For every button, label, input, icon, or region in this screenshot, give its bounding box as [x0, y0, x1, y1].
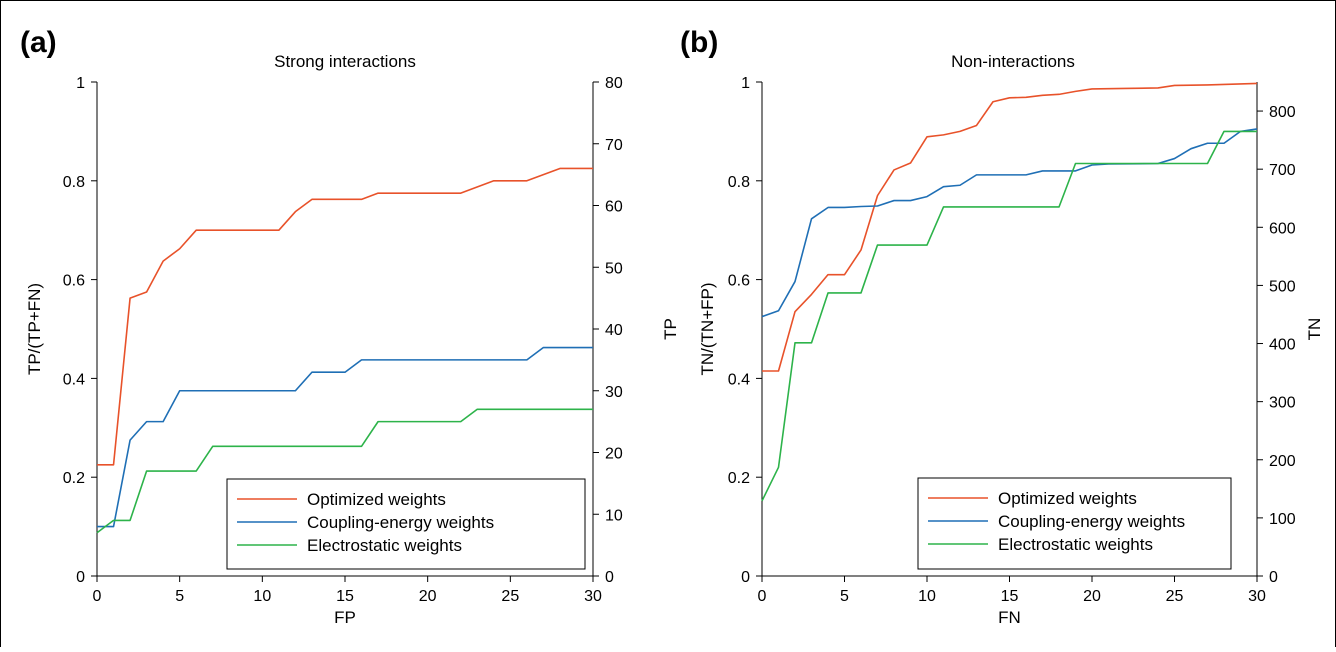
legend-label-b: Optimized weights: [998, 489, 1137, 508]
y-tick-label-left-a: 0: [76, 569, 85, 586]
y-axis-label-left-a: TP/(TP+FN): [25, 283, 44, 375]
x-tick-label-a: 25: [501, 588, 519, 605]
y-tick-label-left-b: 0.2: [728, 470, 750, 487]
x-tick-label-b: 0: [758, 588, 767, 605]
panel-letter-b: (b): [680, 26, 718, 59]
x-tick-label-b: 20: [1083, 588, 1101, 605]
series-line-b-optimized-weights: [762, 82, 1258, 372]
x-tick-label-b: 10: [918, 588, 936, 605]
y-tick-label-right-a: 20: [605, 446, 623, 463]
x-tick-label-a: 20: [419, 588, 437, 605]
y-tick-label-right-b: 200: [1269, 453, 1296, 470]
y-tick-label-left-b: 0.4: [728, 371, 750, 388]
series-line-a-optimized-weights: [97, 167, 593, 466]
x-tick-label-b: 15: [1001, 588, 1019, 605]
y-tick-label-left-a: 0.6: [63, 273, 85, 290]
legend-a: Optimized weights Coupling-energy weights…: [226, 478, 586, 570]
panel-letter-a: (a): [20, 26, 57, 59]
y-tick-label-left-a: 0.2: [63, 470, 85, 487]
x-axis-label-b: FN: [998, 608, 1021, 627]
y-axis-label-right-b: TN: [1305, 318, 1324, 341]
series-line-b-electrostatic-weights: [761, 130, 1257, 502]
y-axis-label-left-b: TN/(TN+FP): [698, 282, 717, 375]
legend-label-a: Electrostatic weights: [307, 536, 462, 555]
x-tick-label-a: 0: [93, 588, 102, 605]
x-tick-label-b: 25: [1166, 588, 1184, 605]
x-tick-label-a: 5: [175, 588, 184, 605]
y-tick-label-left-a: 1: [76, 75, 85, 92]
y-tick-label-right-a: 30: [605, 384, 623, 401]
series-line-b-coupling-energy-weights: [761, 128, 1258, 318]
series-line-a-coupling-energy-weights: [97, 346, 593, 528]
y-tick-label-right-b: 400: [1269, 337, 1296, 354]
y-tick-label-right-b: 0: [1269, 569, 1278, 586]
y-tick-label-right-a: 80: [605, 75, 623, 92]
y-tick-label-left-b: 0.6: [728, 273, 750, 290]
y-tick-label-right-b: 600: [1269, 220, 1296, 237]
y-tick-label-right-a: 10: [605, 507, 623, 524]
x-tick-label-a: 15: [336, 588, 354, 605]
panel-title-b: Non-interactions: [951, 52, 1075, 71]
legend-box-a: [226, 478, 586, 570]
y-tick-label-left-b: 0: [741, 569, 750, 586]
legend-b: Optimized weights Coupling-energy weights…: [917, 477, 1232, 570]
x-tick-label-b: 30: [1248, 588, 1266, 605]
y-tick-label-right-b: 300: [1269, 395, 1296, 412]
x-tick-label-b: 5: [840, 588, 849, 605]
legend-box-b: [917, 477, 1232, 570]
y-tick-label-left-b: 0.8: [728, 174, 750, 191]
y-tick-label-right-b: 100: [1269, 511, 1296, 528]
y-tick-label-right-b: 700: [1269, 162, 1296, 179]
y-tick-label-right-a: 70: [605, 137, 623, 154]
x-axis-label-a: FP: [334, 608, 356, 627]
x-tick-label-a: 30: [584, 588, 602, 605]
legend-label-a: Optimized weights: [307, 490, 446, 509]
y-axis-label-right-a: TP: [661, 318, 680, 340]
panel-title-a: Strong interactions: [274, 52, 416, 71]
series-line-a-electrostatic-weights: [96, 408, 593, 534]
y-tick-label-right-a: 40: [605, 322, 623, 339]
y-tick-label-left-a: 0.8: [63, 174, 85, 191]
y-tick-label-right-a: 60: [605, 199, 623, 216]
y-tick-label-right-a: 0: [605, 569, 614, 586]
legend-label-b: Coupling-energy weights: [998, 512, 1185, 531]
y-tick-label-right-a: 50: [605, 260, 623, 277]
y-tick-label-right-b: 500: [1269, 278, 1296, 295]
x-tick-label-a: 10: [253, 588, 271, 605]
y-tick-label-left-b: 1: [741, 75, 750, 92]
legend-label-a: Coupling-energy weights: [307, 513, 494, 532]
legend-label-b: Electrostatic weights: [998, 535, 1153, 554]
y-tick-label-right-b: 800: [1269, 104, 1296, 121]
y-tick-label-left-a: 0.4: [63, 371, 85, 388]
